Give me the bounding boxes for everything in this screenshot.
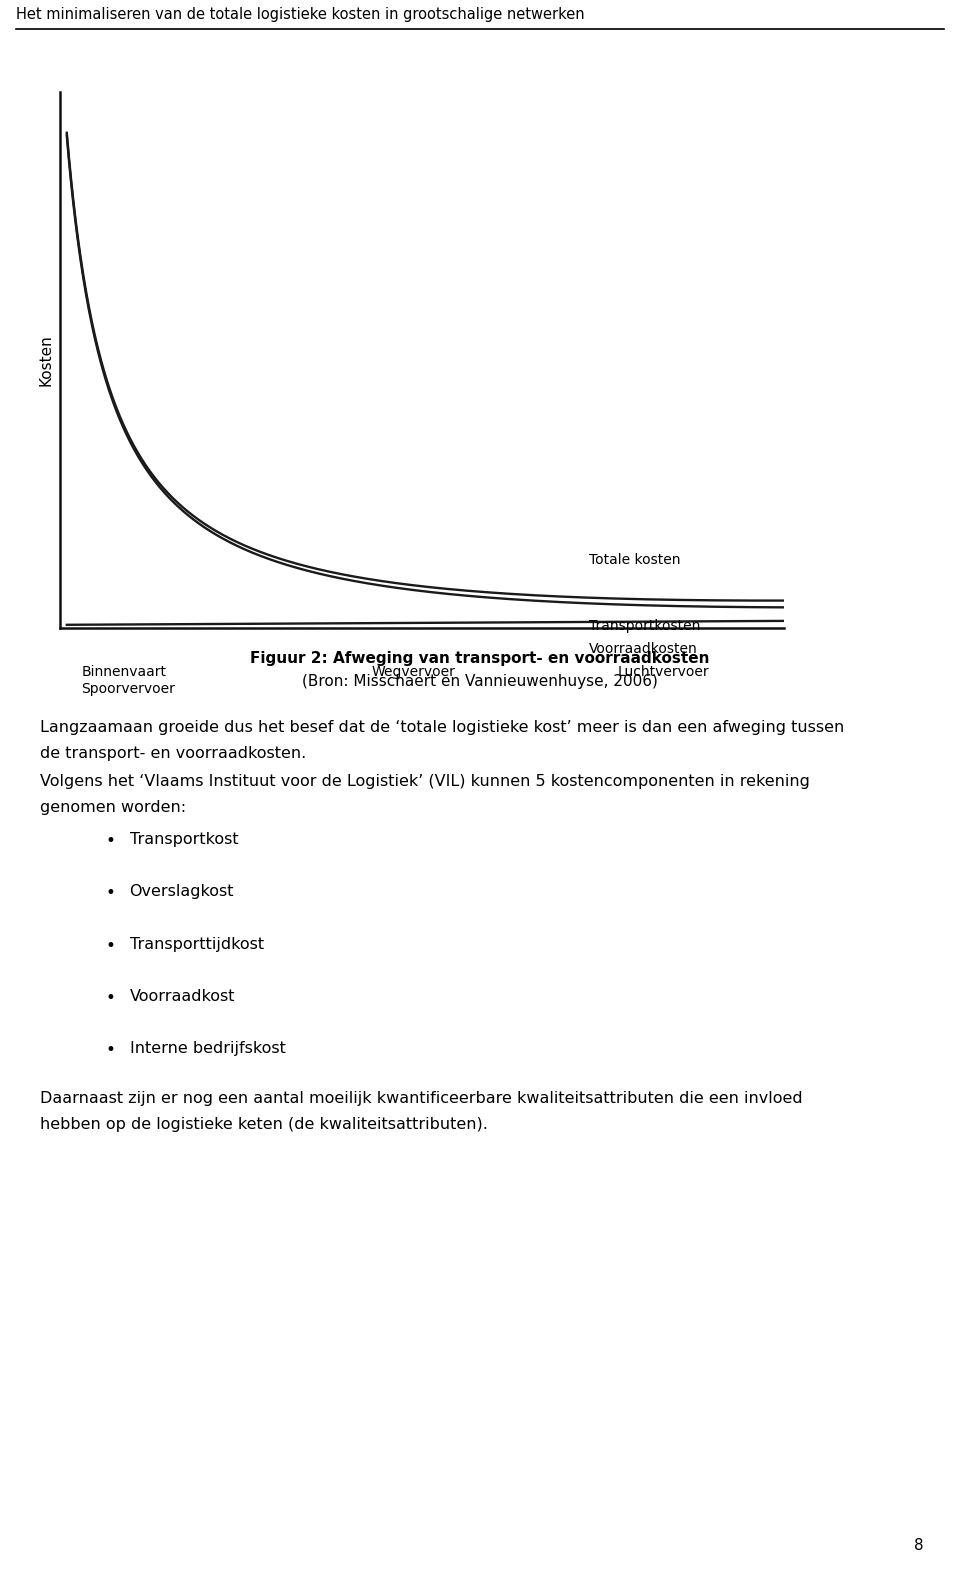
Text: de transport- en voorraadkosten.: de transport- en voorraadkosten.	[40, 747, 306, 761]
Text: Langzaamaan groeide dus het besef dat de ‘totale logistieke kost’ meer is dan ee: Langzaamaan groeide dus het besef dat de…	[40, 720, 845, 735]
Text: 8: 8	[914, 1539, 924, 1553]
Text: Daarnaast zijn er nog een aantal moeilijk kwantificeerbare kwaliteitsattributen : Daarnaast zijn er nog een aantal moeilij…	[40, 1090, 803, 1106]
Text: Transporttijdkost: Transporttijdkost	[130, 937, 264, 951]
Text: •: •	[106, 832, 115, 850]
Text: Volgens het ‘Vlaams Instituut voor de Logistiek’ (VIL) kunnen 5 kostencomponente: Volgens het ‘Vlaams Instituut voor de Lo…	[40, 773, 810, 789]
Text: Interne bedrijfskost: Interne bedrijfskost	[130, 1041, 285, 1056]
Text: •: •	[106, 937, 115, 954]
Text: Transportkost: Transportkost	[130, 832, 238, 846]
Text: •: •	[106, 1041, 115, 1059]
Text: Voorraadkost: Voorraadkost	[130, 989, 235, 1003]
Text: (Bron: Misschaert en Vannieuwenhuyse, 2006): (Bron: Misschaert en Vannieuwenhuyse, 20…	[302, 675, 658, 689]
Text: •: •	[106, 884, 115, 902]
Text: Het minimaliseren van de totale logistieke kosten in grootschalige netwerken: Het minimaliseren van de totale logistie…	[16, 6, 585, 22]
Text: Figuur 2: Afweging van transport- en voorraadkosten: Figuur 2: Afweging van transport- en voo…	[251, 650, 709, 666]
Y-axis label: Kosten: Kosten	[39, 334, 54, 385]
Text: hebben op de logistieke keten (de kwaliteitsattributen).: hebben op de logistieke keten (de kwalit…	[40, 1116, 489, 1132]
Text: Transportkosten: Transportkosten	[588, 618, 700, 632]
Text: Luchtvervoer: Luchtvervoer	[617, 666, 709, 678]
Text: Totale kosten: Totale kosten	[588, 553, 680, 567]
Text: •: •	[106, 989, 115, 1006]
Text: genomen worden:: genomen worden:	[40, 799, 186, 815]
Text: Binnenvaart
Spoorvervoer: Binnenvaart Spoorvervoer	[82, 666, 175, 696]
Text: Voorraadkosten: Voorraadkosten	[588, 642, 697, 656]
Text: Wegvervoer: Wegvervoer	[372, 666, 455, 678]
Text: Overslagkost: Overslagkost	[130, 884, 234, 899]
